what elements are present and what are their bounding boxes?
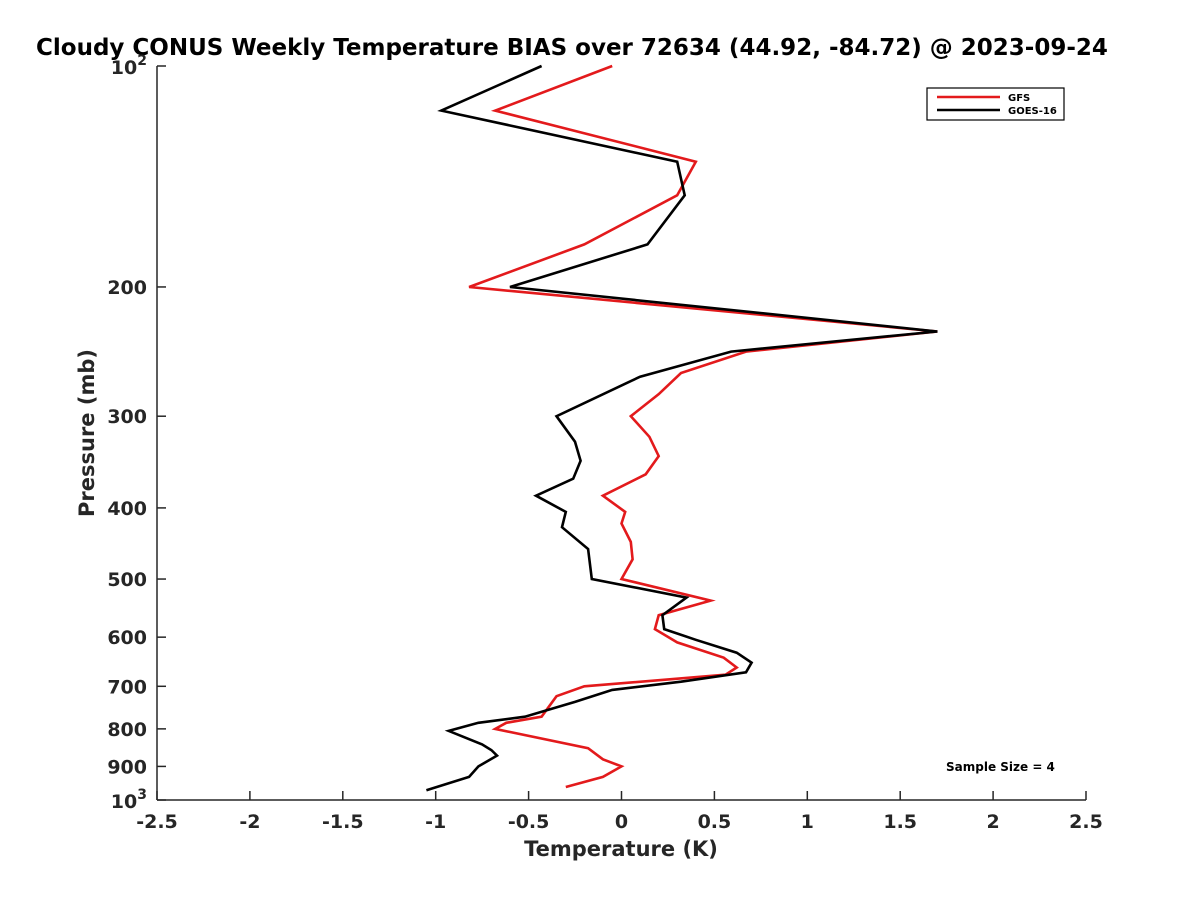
chart-title: Cloudy CONUS Weekly Temperature BIAS ove…: [36, 35, 1108, 61]
y-tick-label: 200: [107, 277, 147, 299]
x-tick-label: 0.5: [698, 811, 732, 833]
x-tick-label: -1.5: [322, 811, 364, 833]
y-tick-label: 700: [107, 676, 147, 698]
x-tick-label: 1: [801, 811, 814, 833]
x-axis-label: Temperature (K): [524, 837, 718, 861]
y-tick-label: 500: [107, 569, 147, 591]
x-tick-label: 2.5: [1069, 811, 1103, 833]
y-tick-label: 800: [107, 719, 147, 741]
legend-label-gfs: GFS: [1008, 93, 1030, 104]
x-tick-label: 2: [986, 811, 999, 833]
y-tick-label: 103: [111, 787, 147, 813]
y-tick-label: 600: [107, 627, 147, 649]
x-axis-ticks: -2.5 -2 -1.5 -1 -0.5 0 0.5 1 1.5 2 2.5: [136, 791, 1103, 833]
x-tick-label: -2.5: [136, 811, 178, 833]
y-tick-label: 300: [107, 406, 147, 428]
x-tick-label: -2: [239, 811, 260, 833]
x-tick-label: 0: [615, 811, 628, 833]
y-tick-label: 102: [111, 53, 147, 79]
y-axis-ticks: 200 300 400 500 600 700 800 900 102 103: [107, 53, 166, 813]
x-tick-label: 1.5: [883, 811, 917, 833]
x-tick-label: -0.5: [508, 811, 550, 833]
y-axis-label: Pressure (mb): [75, 349, 99, 517]
legend-label-goes-16: GOES-16: [1008, 106, 1057, 117]
x-tick-label: -1: [425, 811, 446, 833]
series-line-goes-16: [426, 64, 938, 792]
sample-size-annotation: Sample Size = 4: [946, 760, 1055, 774]
legend-box: [926, 87, 1065, 121]
series-layer: [426, 64, 938, 792]
legend: GFS GOES-16: [926, 87, 1065, 121]
y-tick-label: 400: [107, 498, 147, 520]
y-tick-label: 900: [107, 756, 147, 778]
